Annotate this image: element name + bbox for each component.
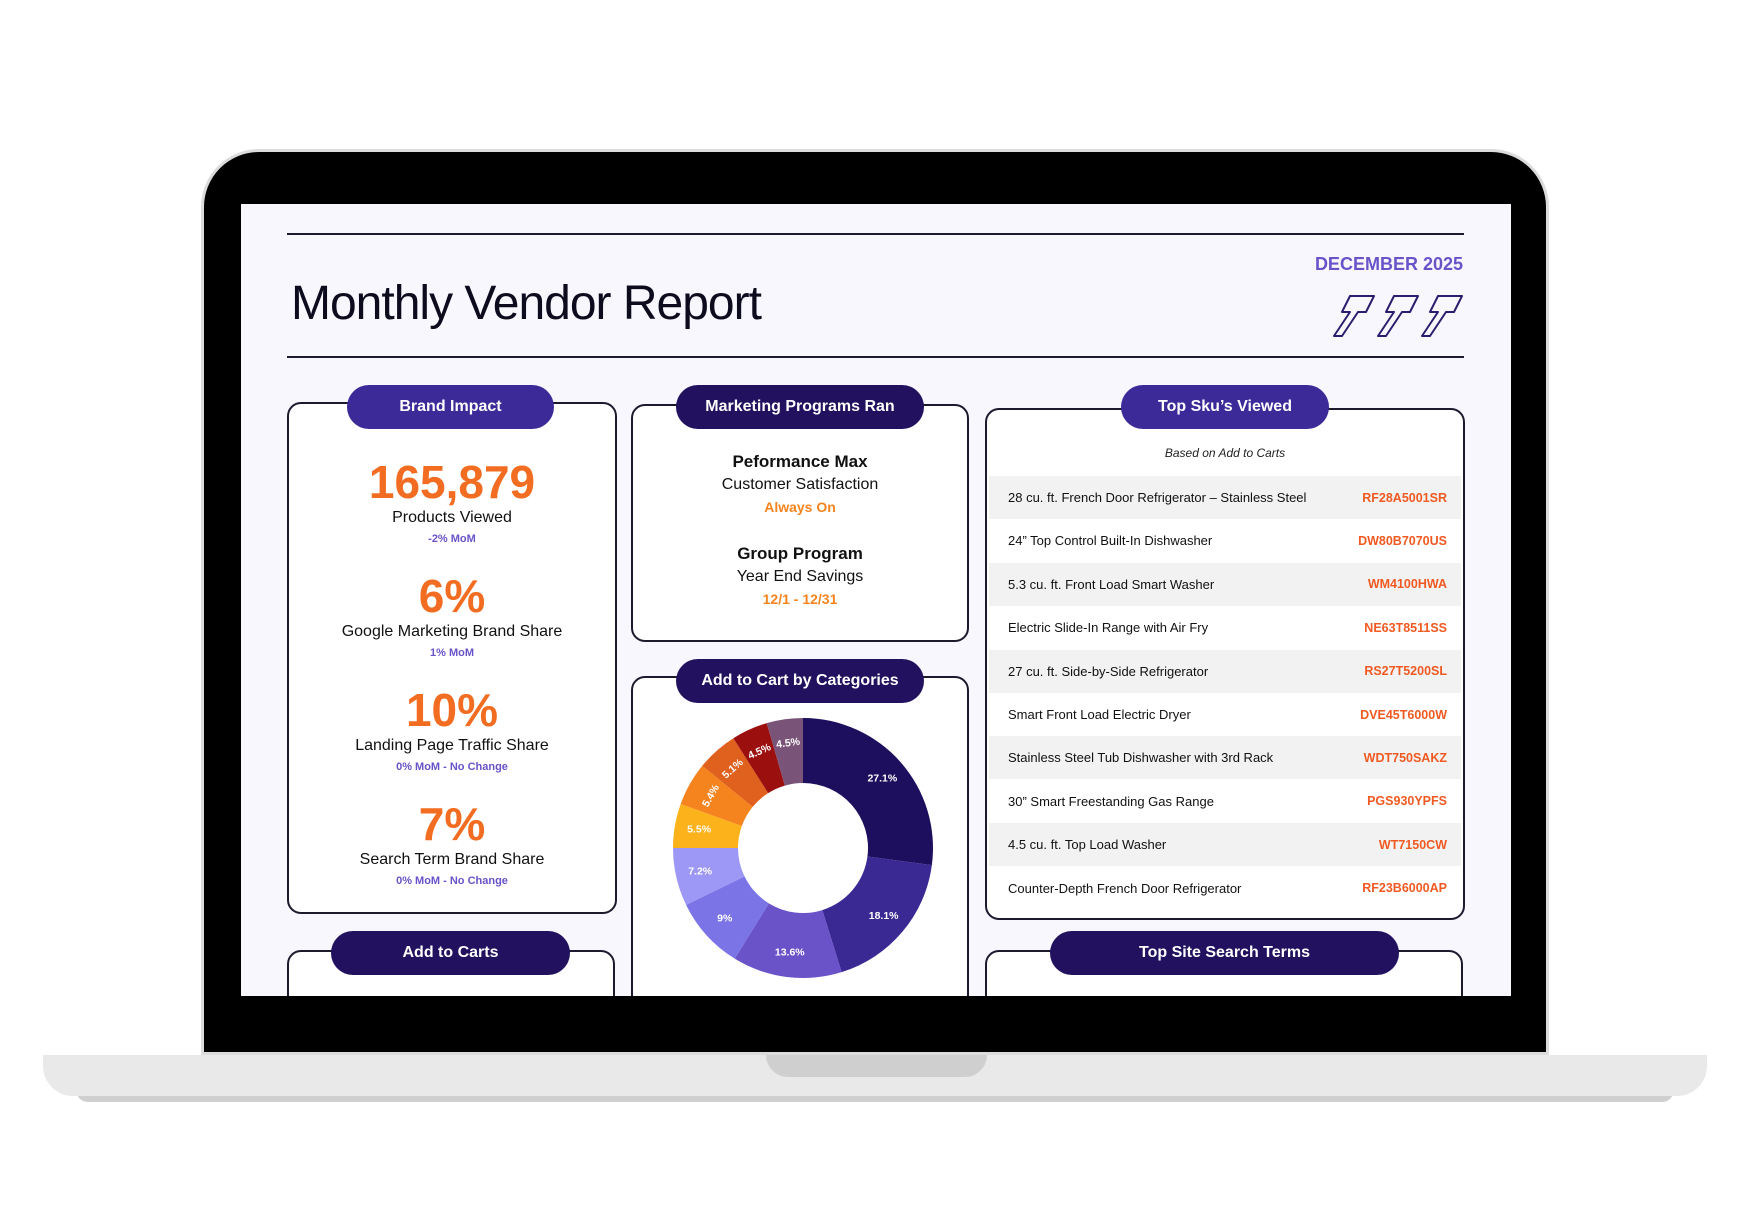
donut-slice <box>734 903 842 978</box>
program-performance-max: Peformance Max Customer Satisfaction Alw… <box>633 452 967 515</box>
cart-categories-card: 27.1% 18.1% 13.6% 9% 7.2% 5.5% 5.4% 5.1% 4.5% 4.5… <box>631 676 969 996</box>
marketing-programs-header: Marketing Programs Ran <box>676 385 924 429</box>
metric-value: 10% <box>405 684 499 736</box>
donut-slice-label: 13.6% <box>775 946 805 958</box>
sku-name: 28 cu. ft. French Door Refrigerator – St… <box>1008 490 1307 505</box>
brand-impact-header: Brand Impact <box>347 385 554 429</box>
sku-code: RF28A5001SR <box>1362 490 1447 505</box>
sku-row: 5.3 cu. ft. Front Load Smart Washer WM410… <box>989 562 1461 606</box>
program-note: 12/1 - 12/31 <box>762 591 838 607</box>
sku-row: 30” Smart Freestanding Gas Range PGS930YP… <box>989 780 1461 823</box>
donut-slice <box>702 738 769 807</box>
header-divider <box>287 356 1464 358</box>
metric-change: 0% MoM - No Change <box>396 761 508 773</box>
donut-chart-svg: 27.1%18.1%13.6%9%7.2%5.5%5.4%5.1%4.5% 4.5… <box>673 718 933 978</box>
sku-name: Stainless Steel Tub Dishwasher with 3rd … <box>1008 750 1274 766</box>
metric-products-viewed: 165,879 Products Viewed -2% MoM <box>289 459 615 545</box>
laptop-notch <box>766 1055 987 1077</box>
metric-label: Products Viewed <box>392 509 512 526</box>
metric-value: 6% <box>418 570 486 622</box>
metric-label: Search Term Brand Share <box>359 851 545 868</box>
sku-row: 28 cu. ft. French Door Refrigerator – St… <box>989 476 1461 519</box>
metric-landing-traffic-share: 10% Landing Page Traffic Share 0% MoM - … <box>289 687 615 773</box>
top-divider <box>287 233 1464 235</box>
donut-slice-label: 9% <box>717 913 733 925</box>
top-skus-card: Based on Add to Carts 28 cu. ft. French … <box>985 408 1465 920</box>
metric-label: Google Marketing Brand Share <box>341 623 563 640</box>
donut-slice <box>673 848 745 905</box>
top-search-terms-header: Top Site Search Terms <box>1050 931 1399 975</box>
metric-change: -2% MoM <box>428 533 476 545</box>
sku-code: PGS930YPFS <box>1367 794 1447 809</box>
sku-name: 27 cu. ft. Side-by-Side Refrigerator <box>1008 663 1209 679</box>
sku-row: 4.5 cu. ft. Top Load Washer WT7150CW <box>989 823 1461 867</box>
donut-slice-label: 5.5% <box>687 824 712 836</box>
brand-impact-card: 165,879 Products Viewed -2% MoM 6% Googl… <box>287 402 617 914</box>
sku-code: RS27T5200SL <box>1364 664 1447 679</box>
program-subtitle: Customer Satisfaction <box>721 476 879 493</box>
metric-change: 1% MoM <box>430 647 474 659</box>
program-title: Group Program <box>737 544 863 563</box>
sku-name: 24” Top Control Built-In Dishwasher <box>1008 533 1213 549</box>
sku-name: Smart Front Load Electric Dryer <box>1008 707 1191 722</box>
donut-slice-label: 18.1% <box>869 910 899 922</box>
metric-value: 7% <box>418 798 486 850</box>
add-to-carts-header: Add to Carts <box>331 931 570 975</box>
marketing-programs-card: Peformance Max Customer Satisfaction Alw… <box>631 404 969 642</box>
sku-name: Electric Slide-In Range with Air Fry <box>1008 620 1209 636</box>
sku-name: Counter-Depth French Door Refrigerator <box>1008 880 1242 896</box>
sku-code: DW80B7070US <box>1358 533 1447 548</box>
donut-slice <box>822 856 932 973</box>
metric-search-term-share: 7% Search Term Brand Share 0% MoM - No C… <box>289 801 615 887</box>
metric-change: 0% MoM - No Change <box>396 875 508 887</box>
donut-slice <box>803 718 933 866</box>
sku-code: WDT750SAKZ <box>1363 750 1447 765</box>
donut-slice <box>733 723 785 794</box>
metric-value: 165,879 <box>368 456 536 508</box>
top-skus-subtitle: Based on Add to Carts <box>1164 446 1286 460</box>
sku-code: WT7150CW <box>1378 837 1447 852</box>
sku-code: WM4100HWA <box>1367 577 1447 592</box>
sku-code: DVE45T6000W <box>1360 707 1447 722</box>
page-title: Monthly Vendor Report <box>291 277 762 330</box>
sku-name: 4.5 cu. ft. Top Load Washer <box>1008 837 1167 853</box>
donut-chart: 27.1% 18.1% 13.6% 9% 7.2% 5.5% 5.4% 5.1% 4.5% 4.5… <box>671 716 935 980</box>
cart-categories-header: Add to Cart by Categories <box>676 659 924 703</box>
top-skus-header: Top Sku’s Viewed <box>1121 385 1329 429</box>
program-title: Peformance Max <box>732 452 868 471</box>
sku-row: Counter-Depth French Door Refrigerator RF… <box>989 867 1461 910</box>
report-date: DECEMBER 2025 <box>1314 254 1463 274</box>
donut-slice-label: 7.2% <box>688 865 713 877</box>
sku-row: Stainless Steel Tub Dishwasher with 3rd … <box>989 736 1461 780</box>
donut-slice <box>686 876 769 959</box>
sku-name: 30” Smart Freestanding Gas Range <box>1008 793 1214 809</box>
program-note: Always On <box>764 499 836 515</box>
donut-slice <box>766 718 803 786</box>
sku-code: NE63T8511SS <box>1364 620 1447 635</box>
sku-row: 27 cu. ft. Side-by-Side Refrigerator RS27… <box>989 649 1461 693</box>
program-subtitle: Year End Savings <box>736 568 864 585</box>
donut-slice-label: 27.1% <box>867 772 897 784</box>
sku-row: Electric Slide-In Range with Air Fry NE63… <box>989 606 1461 649</box>
metric-google-brand-share: 6% Google Marketing Brand Share 1% MoM <box>289 573 615 659</box>
program-group: Group Program Year End Savings 12/1 - 12… <box>633 544 967 607</box>
donut-slice-label: 4.5% <box>775 736 801 751</box>
arrows-logo-icon <box>1333 295 1463 337</box>
metric-label: Landing Page Traffic Share <box>355 737 549 754</box>
sku-name: 5.3 cu. ft. Front Load Smart Washer <box>1008 576 1215 592</box>
report-screen: Monthly Vendor Report DECEMBER 2025 Bran… <box>241 204 1511 996</box>
sku-code: RF23B6000AP <box>1362 881 1447 896</box>
sku-row: 24” Top Control Built-In Dishwasher DW80B… <box>989 519 1461 562</box>
sku-row: Smart Front Load Electric Dryer DVE45T600… <box>989 693 1461 736</box>
donut-slice <box>680 765 753 826</box>
donut-slice <box>673 803 742 848</box>
